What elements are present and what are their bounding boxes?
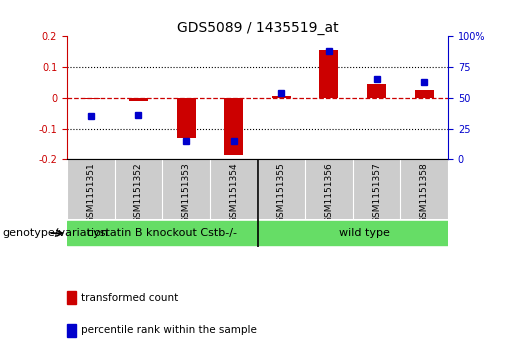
Bar [224, 98, 243, 155]
Bar [272, 96, 291, 98]
Text: GSM1151351: GSM1151351 [87, 162, 95, 223]
Text: GSM1151352: GSM1151352 [134, 162, 143, 223]
Text: GSM1151358: GSM1151358 [420, 162, 428, 223]
Text: genotype/variation: genotype/variation [3, 228, 109, 238]
Bar [258, 221, 448, 245]
Text: GSM1151356: GSM1151356 [324, 162, 333, 223]
Text: transformed count: transformed count [81, 293, 179, 303]
Bar [177, 98, 196, 138]
Bar [415, 90, 434, 98]
Text: percentile rank within the sample: percentile rank within the sample [81, 325, 258, 335]
Bar [129, 98, 148, 101]
Text: GSM1151355: GSM1151355 [277, 162, 286, 223]
Bar [319, 50, 338, 98]
Text: wild type: wild type [339, 228, 390, 238]
Title: GDS5089 / 1435519_at: GDS5089 / 1435519_at [177, 21, 338, 35]
Bar [81, 98, 100, 99]
Bar [67, 221, 258, 245]
Text: cystatin B knockout Cstb-/-: cystatin B knockout Cstb-/- [87, 228, 237, 238]
Text: GSM1151357: GSM1151357 [372, 162, 381, 223]
Bar [367, 84, 386, 98]
Text: GSM1151353: GSM1151353 [182, 162, 191, 223]
Text: GSM1151354: GSM1151354 [229, 162, 238, 223]
